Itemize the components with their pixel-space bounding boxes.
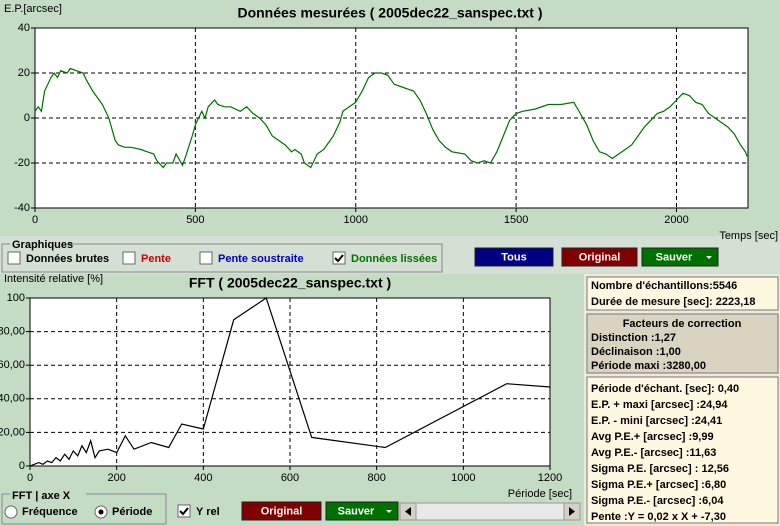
stats-row: Avg P.E.+ [arcsec] :9,99 — [591, 431, 714, 443]
stats-row: E.P. - mini [arcsec] :24,41 — [591, 415, 722, 427]
y-tick-label: 100 — [7, 292, 25, 304]
x-tick-label: 1200 — [538, 472, 562, 484]
correction-box — [586, 313, 779, 374]
x-tick-label: 0 — [32, 214, 38, 226]
radio-label: Fréquence — [22, 506, 78, 518]
stats-row: Sigma P.E.- [arcsec] :6,04 — [591, 495, 724, 507]
stats-row: Sigma P.E.+ [arcsec] :6,80 — [591, 479, 726, 491]
y-tick-label: 20 — [18, 67, 30, 79]
radio-dot — [98, 509, 104, 515]
x-tick-label: 400 — [194, 472, 212, 484]
x-tick-label: 500 — [186, 214, 204, 226]
button-label: Original — [579, 251, 621, 263]
button-label: Sauver — [338, 505, 375, 517]
button-label: Original — [261, 505, 303, 517]
x-tick-label: 1000 — [451, 472, 475, 484]
scrollbar[interactable] — [399, 502, 581, 521]
stats-row: Période d'échant. [sec]: 0,40 — [591, 383, 739, 395]
button-label: Tous — [501, 251, 526, 263]
info-row: Durée de mesure [sec]: 2223,18 — [591, 296, 755, 308]
group-title-bg — [10, 238, 68, 250]
checkbox-check — [334, 254, 344, 263]
button-label: Sauver — [656, 251, 693, 263]
checkbox[interactable] — [177, 504, 191, 518]
correction-row: Déclinaison :1,00 — [591, 346, 681, 358]
stats-row: E.P. + maxi [arcsec] :24,94 — [591, 399, 728, 411]
info-row: Nombre d'échantillons:5546 — [591, 280, 737, 292]
stats-row: Sigma P.E. [arcsec] : 12,56 — [591, 463, 729, 475]
option-label: Données brutes — [26, 253, 109, 265]
button-arrow — [386, 510, 392, 513]
y-axis-label: E.P.[arcsec] — [4, 3, 62, 15]
button[interactable] — [241, 501, 322, 521]
radio-label: Période — [112, 506, 152, 518]
option-label: Pente — [141, 253, 171, 265]
button[interactable] — [641, 247, 719, 267]
y-tick-label: -20 — [14, 157, 30, 169]
button-arrow — [706, 256, 712, 259]
checkbox[interactable] — [332, 251, 346, 265]
correction-row: Période maxi :3280,00 — [591, 360, 706, 372]
option-label: Données lissées — [351, 253, 437, 265]
correction-title: Facteurs de correction — [623, 318, 742, 330]
stats-row: Pente :Y = 0,02 x X + -7,30 — [591, 511, 726, 523]
y-tick-label: 0 — [19, 460, 25, 472]
data-line — [34, 67, 748, 169]
y-tick-label: 40 — [18, 22, 30, 34]
checkbox-check — [179, 507, 189, 516]
x-tick-label: 1500 — [504, 214, 528, 226]
checkbox[interactable] — [122, 251, 136, 265]
button[interactable] — [561, 247, 638, 267]
x-axis-label: Temps [sec] — [719, 230, 778, 242]
y-tick-label: 80,00 — [0, 326, 25, 338]
group-title: FFT | axe X — [12, 490, 71, 502]
stats-row: Avg P.E.- [arcsec] :11,63 — [591, 447, 716, 459]
group-title: Graphiques — [12, 239, 73, 251]
x-tick-label: 600 — [281, 472, 299, 484]
chart-title: Données mesurées ( 2005dec22_sanspec.txt… — [237, 5, 542, 21]
x-tick-label: 1000 — [343, 214, 367, 226]
button[interactable] — [474, 247, 554, 267]
x-axis-label: Période [sec] — [508, 488, 572, 500]
stats-box — [586, 376, 779, 524]
y-tick-label: -40 — [14, 202, 30, 214]
option-label: Pente soustraite — [218, 253, 304, 265]
x-tick-label: 2000 — [664, 214, 688, 226]
info-box — [586, 276, 779, 311]
y-tick-label: 0 — [24, 112, 30, 124]
chart-title: FFT ( 2005dec22_sanspec.txt ) — [189, 275, 391, 291]
y-tick-label: 20,00 — [0, 426, 25, 438]
y-axis-label: Intensité relative [%] — [4, 273, 103, 285]
y-tick-label: 40,00 — [0, 393, 25, 405]
x-tick-label: 200 — [107, 472, 125, 484]
data-line — [29, 297, 551, 467]
x-tick-label: 800 — [367, 472, 385, 484]
radio[interactable] — [4, 505, 18, 519]
graphiques-group — [1, 243, 443, 273]
checkbox-label: Y rel — [196, 506, 220, 518]
correction-row: Distinction :1,27 — [591, 332, 676, 344]
group-title-bg — [10, 489, 86, 501]
checkbox[interactable] — [199, 251, 213, 265]
button[interactable] — [325, 501, 399, 521]
y-tick-label: 60,00 — [0, 359, 25, 371]
x-tick-label: 0 — [27, 472, 33, 484]
checkbox[interactable] — [7, 251, 21, 265]
plot-area — [34, 27, 749, 209]
